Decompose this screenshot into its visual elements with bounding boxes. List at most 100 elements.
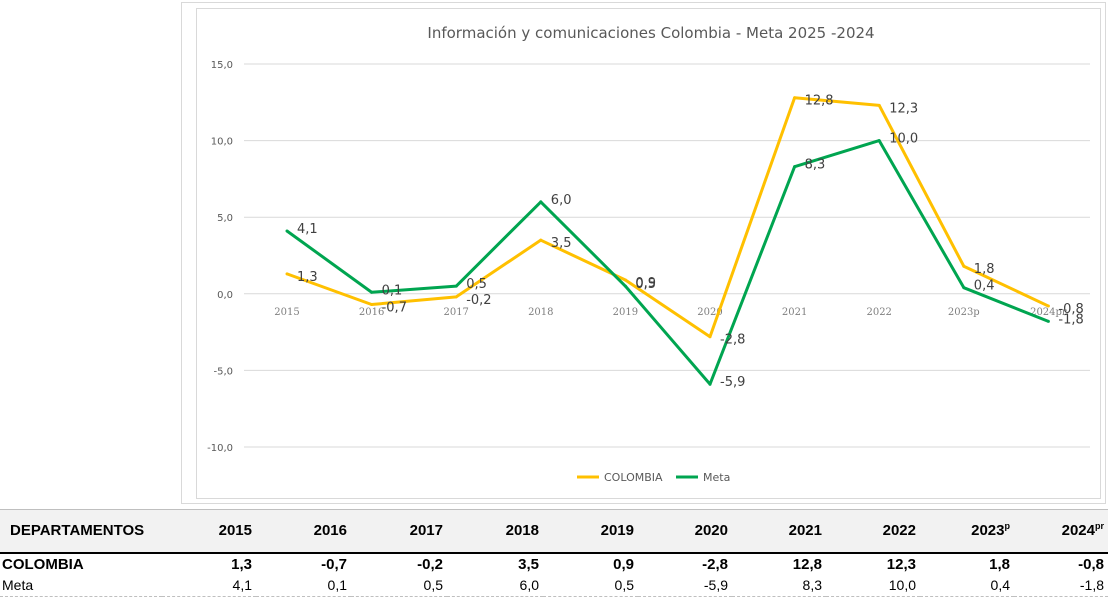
table-cell: 0,5 [543,574,638,597]
data-point [454,284,458,288]
data-label: -0,8 [1058,302,1083,317]
table-cell: 10,0 [826,574,920,597]
y-tick-label: 5,0 [217,213,233,224]
row-name: COLOMBIA [2,555,84,573]
x-axis-ticks: 2015 2016 2017 2018 2019 2020 2021 2022 2023p 202… [274,307,1067,318]
data-label: 1,3 [297,270,318,285]
header-year: 2023p [920,509,1014,554]
table-cell: 1,3 [231,555,252,573]
header-year: 2017 [351,509,447,554]
data-point [962,264,966,268]
series-line-colombia [286,96,1050,339]
table-cell: -1,8 [1014,574,1108,597]
data-table: DEPARTAMENTOS 2015 2016 2017 2018 2019 2020 20… [0,509,1108,597]
data-label: -0,2 [466,293,491,308]
series-lines [285,96,1050,386]
header-year: 2015 [162,509,256,554]
x-tick-label: 2024pr [1030,307,1067,318]
data-label: 3,5 [551,236,572,251]
table-cell: 0,1 [256,574,351,597]
header-year: 2019 [543,509,638,554]
table-cell: -2,8 [702,555,728,573]
y-tick-label: 15,0 [211,60,233,71]
legend-label: COLOMBIA [604,471,663,484]
table-header-row: DEPARTAMENTOS 2015 2016 2017 2018 2019 2020 20… [0,509,1108,554]
data-point [370,290,374,294]
table-cell: 0,5 [351,574,447,597]
x-tick-label: 2022 [866,307,891,318]
data-point [877,139,881,143]
x-tick-label: 2017 [443,307,468,318]
table-row: COLOMBIA 1,3 -0,7 -0,2 3,5 0,9 -2,8 12,8 12,3 1,8… [0,553,1108,575]
x-tick-label: 2023p [948,307,980,318]
row-name: Meta [0,574,162,597]
data-point [708,382,712,386]
data-point [1046,304,1050,308]
header-year: 2016 [256,509,351,554]
data-label: -0,7 [382,301,407,316]
data-label: 10,0 [889,132,918,147]
data-label: 12,3 [889,101,918,116]
data-label: 4,1 [297,222,318,237]
x-tick-label: 2020 [697,307,722,318]
data-label: 1,8 [974,262,995,277]
table-cell: -0,8 [1078,555,1104,573]
data-point [793,96,797,100]
data-point [285,272,289,276]
table-cell: 12,3 [886,555,916,573]
table-cell: 8,3 [732,574,826,597]
table-cell: 12,8 [792,555,822,573]
x-tick-label: 2021 [782,307,807,318]
table-cell: 6,0 [447,574,543,597]
x-tick-label: 2016 [359,307,384,318]
header-departamentos: DEPARTAMENTOS [0,509,162,554]
data-label: 6,0 [551,193,572,208]
x-tick-label: 2019 [613,307,638,318]
header-year: 2021 [732,509,826,554]
header-year: 2020 [638,509,732,554]
series-line-meta [286,139,1049,386]
data-point [454,295,458,299]
y-tick-label: 10,0 [211,137,233,148]
header-year: 2018 [447,509,543,554]
table-cell: 0,9 [613,555,634,573]
data-point [793,165,797,169]
y-tick-label: -10,0 [207,443,233,454]
line-chart: Información y comunicaciones Colombia - … [207,24,1090,484]
table-cell: 1,8 [989,555,1010,573]
x-tick-label: 2015 [274,307,299,318]
y-axis-ticks: 15,0 10,0 5,0 0,0 -5,0 -10,0 [207,60,233,454]
data-point [285,229,289,233]
chart-title: Información y comunicaciones Colombia - … [427,24,874,42]
table-cell: 0,4 [920,574,1014,597]
data-point [539,238,543,242]
chart-plot-frame [196,8,1101,499]
table-cell: 4,1 [162,574,256,597]
data-label: 12,8 [805,94,834,109]
header-superscript: pr [1095,521,1104,532]
chart-outer-frame [181,2,1106,504]
y-tick-label: -5,0 [213,366,233,377]
data-label: 8,3 [805,158,826,173]
data-labels: 1,3 -0,7 -0,2 3,5 0,9 -2,8 12,8 12,3 1,8 -0,8 4,1 0… [297,94,1084,390]
data-point [962,286,966,290]
y-tick-label: 0,0 [217,290,233,301]
header-year: 2022 [826,509,920,554]
legend: COLOMBIA Meta [577,471,730,484]
legend-label: Meta [703,471,730,484]
data-point [539,200,543,204]
data-label: -2,8 [720,333,745,348]
data-point [623,278,627,282]
table-cell: -0,2 [417,555,443,573]
x-tick-label: 2018 [528,307,553,318]
data-label: 0,5 [466,277,487,292]
header-year: 2024pr [1014,509,1108,554]
data-point [1046,319,1050,323]
table-cell: -0,7 [321,555,347,573]
gridlines [244,63,1090,448]
data-label: 0,4 [974,279,995,294]
data-point [877,103,881,107]
data-label: 0,5 [635,277,656,292]
table-row: Meta 4,1 0,1 0,5 6,0 0,5 -5,9 8,3 10,0 0,4 -1,8 [0,574,1108,597]
data-label: -5,9 [720,375,745,390]
